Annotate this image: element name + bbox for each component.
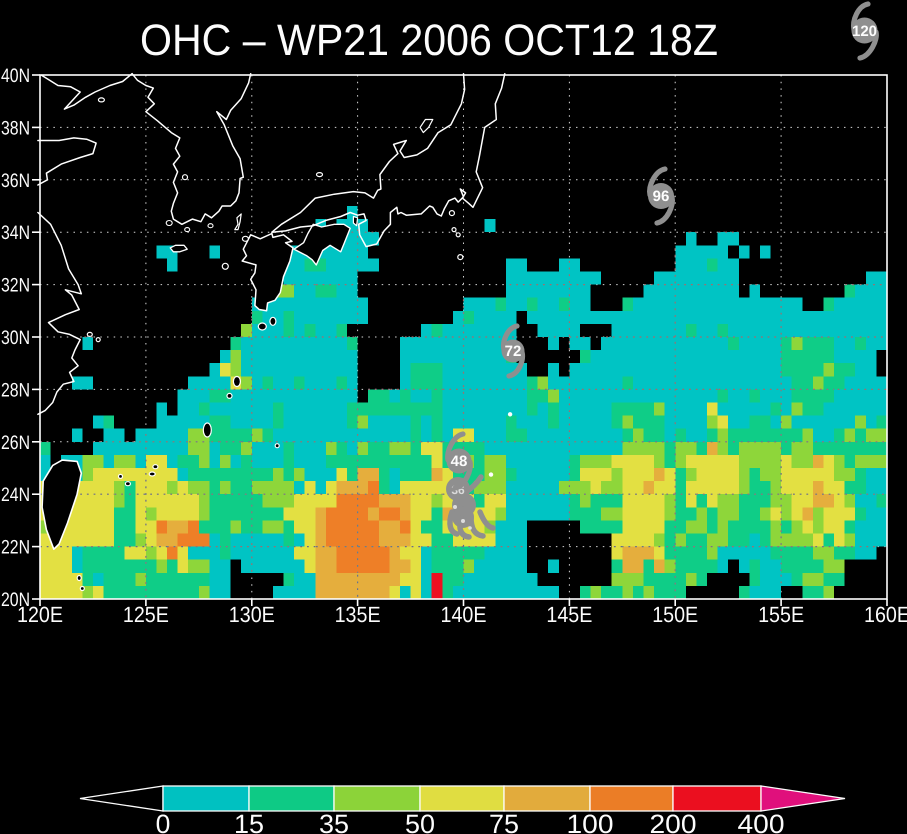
svg-text:135E: 135E [335,602,381,627]
svg-text:22N: 22N [1,537,30,559]
svg-text:32N: 32N [1,275,30,297]
svg-text:140E: 140E [441,602,487,627]
svg-text:30N: 30N [1,327,30,349]
svg-text:75: 75 [489,809,519,834]
svg-text:100: 100 [567,809,614,834]
svg-text:35: 35 [319,809,349,834]
svg-text:125E: 125E [123,602,169,627]
svg-text:38N: 38N [1,117,30,139]
svg-text:72: 72 [505,343,522,360]
svg-text:120: 120 [852,23,877,40]
svg-text:150E: 150E [652,602,698,627]
svg-text:155E: 155E [758,602,804,627]
svg-text:OHC – WP21 2006 OCT12 18Z: OHC – WP21 2006 OCT12 18Z [140,16,718,65]
svg-text:50: 50 [405,809,435,834]
svg-text:96: 96 [653,188,670,205]
svg-text:48: 48 [451,453,468,470]
svg-text:26N: 26N [1,432,30,454]
svg-text:24N: 24N [1,484,30,506]
svg-text:20N: 20N [1,589,30,611]
svg-text:34N: 34N [1,222,30,244]
svg-text:200: 200 [650,809,697,834]
svg-text:145E: 145E [546,602,592,627]
svg-text:28N: 28N [1,379,30,401]
svg-text:15: 15 [234,809,264,834]
svg-text:40N: 40N [1,65,30,87]
svg-text:0: 0 [156,809,171,834]
svg-text:36N: 36N [1,170,30,192]
svg-text:120E: 120E [17,602,63,627]
svg-text:400: 400 [738,809,785,834]
svg-text:160E: 160E [864,602,907,627]
svg-text:130E: 130E [229,602,275,627]
